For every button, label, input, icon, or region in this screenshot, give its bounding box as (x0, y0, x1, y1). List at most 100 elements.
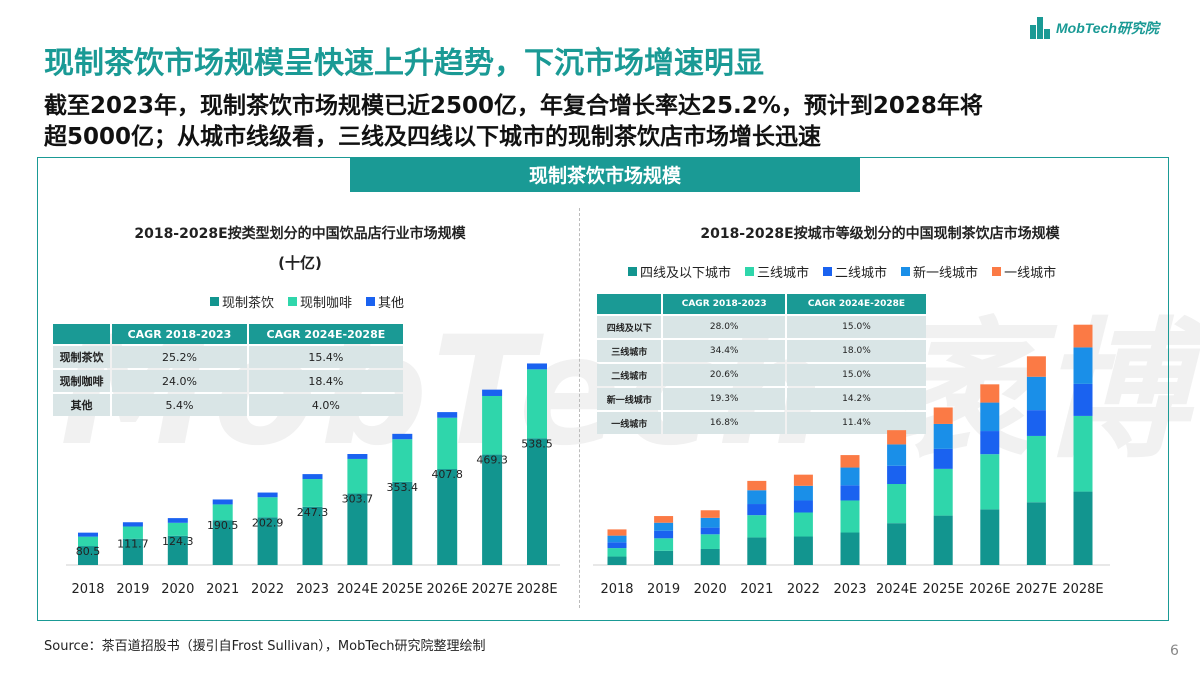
legend-item: 二线城市 (823, 262, 887, 281)
table-row: 现制咖啡 24.0% 18.4% (53, 370, 403, 392)
bar-segment (607, 548, 627, 557)
row-label: 四线及以下 (597, 316, 662, 338)
table-cell: 28.0% (663, 316, 785, 338)
subtitle-line-1: 截至2023年，现制茶饮市场规模已近2500亿，年复合增长率达25.2%，预计到… (44, 93, 983, 119)
right-chart-legend: 四线及以下城市 三线城市 二线城市 新一线城市 一线城市 (628, 262, 1056, 281)
bar-segment (607, 529, 627, 536)
bar-segment (302, 479, 323, 507)
table-cell: 15.0% (786, 316, 926, 338)
source-note: Source：茶百道招股书（援引自Frost Sullivan），MobTech… (44, 639, 486, 654)
data-label: 247.3 (297, 506, 329, 519)
table-cell: 20.6% (663, 364, 785, 386)
x-tick-label: 2023 (833, 582, 866, 597)
bar-segment (933, 448, 953, 469)
table-cell: 5.4% (112, 394, 247, 416)
bar-segment (1026, 356, 1046, 377)
logo-text: MobTech研究院 (1056, 20, 1159, 36)
table-header: CAGR 2018-2023 (112, 324, 247, 344)
row-label: 其他 (53, 394, 111, 416)
legend-label: 二线城市 (835, 266, 888, 281)
left-chart-title: 2018-2028E按类型划分的中国饮品店行业市场规模 (134, 226, 466, 242)
table-row: 其他 5.4% 4.0% (53, 394, 403, 416)
data-label: 538.5 (521, 437, 553, 450)
bar-segment (302, 474, 323, 480)
x-tick-label: 2024E (876, 582, 917, 597)
bar-segment (793, 512, 813, 537)
legend-swatch (288, 297, 298, 306)
bar-segment (887, 523, 907, 565)
table-row: 现制茶饮 25.2% 15.4% (53, 346, 403, 368)
bar-segment (1073, 347, 1093, 384)
bar-segment (257, 517, 278, 565)
bar-segment (654, 516, 674, 523)
legend-item: 新一线城市 (901, 262, 978, 281)
bar-segment (840, 485, 860, 501)
bar-segment (700, 517, 720, 528)
bar-segment (747, 480, 767, 491)
x-tick-label: 2027E (471, 582, 512, 597)
left-chart-legend: 现制茶饮 现制咖啡 其他 (210, 292, 404, 311)
legend-label: 现制咖啡 (300, 296, 353, 311)
bar-segment (257, 492, 278, 498)
table-row: 新一线城市 19.3% 14.2% (597, 388, 926, 410)
bar-segment (840, 455, 860, 468)
page-number: 6 (1170, 643, 1179, 659)
bar-segment (392, 433, 413, 440)
data-label: 190.5 (207, 519, 239, 532)
subtitle-line-2: 超5000亿；从城市线级看，三线及四线以下城市的现制茶饮店市场增长迅速 (44, 124, 822, 150)
table-cell: 11.4% (786, 412, 926, 434)
legend-swatch (366, 297, 376, 306)
bar-segment (887, 465, 907, 485)
bar-segment (347, 458, 368, 494)
legend-swatch (628, 267, 637, 276)
bar-segment (933, 515, 953, 565)
bar-segment (654, 550, 674, 565)
bar-segment (747, 504, 767, 516)
table-cell: 24.0% (112, 370, 247, 392)
bar-segment (887, 484, 907, 524)
row-label: 现制茶饮 (53, 346, 111, 368)
bar-segment (1026, 376, 1046, 411)
legend-item: 三线城市 (745, 262, 809, 281)
bar-segment (654, 530, 674, 539)
bar-segment (167, 522, 188, 536)
right-chart-title: 2018-2028E按城市等级划分的中国现制茶饮店市场规模 (700, 226, 1060, 242)
bar-segment (1026, 410, 1046, 436)
bar-segment (980, 402, 1000, 432)
table-cell: 14.2% (786, 388, 926, 410)
legend-label: 三线城市 (757, 266, 810, 281)
bar-segment (122, 526, 143, 539)
x-tick-label: 2021 (206, 582, 239, 597)
bar-segment (793, 474, 813, 486)
legend-swatch (210, 297, 219, 306)
bar-segment (1026, 502, 1046, 565)
bar-segment (122, 522, 143, 527)
bar-segment (437, 417, 458, 470)
bar-segment (167, 535, 188, 565)
bar-segment (700, 548, 720, 565)
x-tick-label: 2028E (1062, 582, 1103, 597)
table-header (597, 294, 662, 314)
x-tick-label: 2022 (787, 582, 820, 597)
data-label: 80.5 (76, 545, 101, 558)
bar-segment (607, 542, 627, 549)
bar-segment (392, 481, 413, 565)
row-label: 二线城市 (597, 364, 662, 386)
section-banner: 现制茶饮市场规模 (350, 157, 860, 192)
left-cagr-table: CAGR 2018-2023 CAGR 2024E-2028E 现制茶饮 25.2% 1… (51, 322, 405, 418)
x-tick-label: 2025E (923, 582, 964, 597)
page-title: 现制茶饮市场规模呈快速上升趋势，下沉市场增速明显 (44, 46, 764, 81)
bar-segment (212, 499, 233, 505)
bar-segment (78, 532, 98, 537)
legend-item: 现制茶饮 (210, 292, 274, 311)
legend-label: 现制茶饮 (222, 296, 275, 311)
table-row: 二线城市 20.6% 15.0% (597, 364, 926, 386)
right-cagr-table: CAGR 2018-2023 CAGR 2024E-2028E 四线及以下 28.0%… (595, 292, 928, 436)
table-header: CAGR 2024E-2028E (786, 294, 926, 314)
bar-segment (933, 407, 953, 424)
left-chart-unit: (十亿) (278, 254, 322, 272)
x-tick-label: 2020 (694, 582, 727, 597)
data-label: 202.9 (252, 516, 284, 529)
data-label: 124.3 (162, 535, 194, 548)
